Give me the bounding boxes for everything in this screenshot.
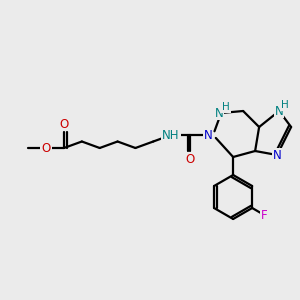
Text: H: H	[281, 100, 289, 110]
Text: H: H	[222, 102, 230, 112]
Text: O: O	[59, 118, 69, 130]
Text: N: N	[204, 128, 212, 142]
Text: NH: NH	[162, 128, 180, 142]
Text: N: N	[273, 148, 281, 161]
Text: N: N	[275, 104, 284, 118]
Text: N: N	[215, 106, 224, 119]
Text: F: F	[261, 208, 268, 221]
Text: O: O	[41, 142, 51, 154]
Text: O: O	[185, 152, 195, 166]
